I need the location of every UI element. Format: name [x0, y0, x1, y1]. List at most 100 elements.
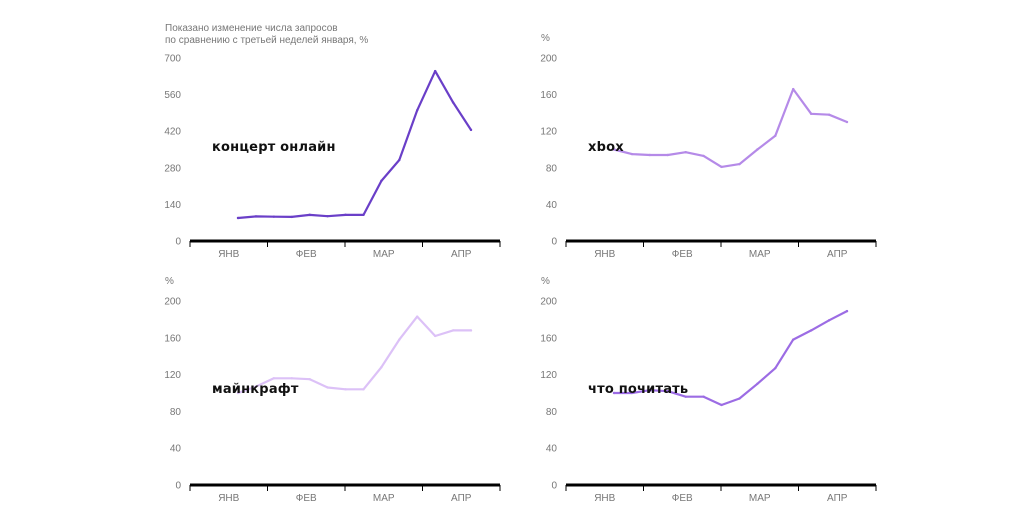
x-tick-label: ЯНВ	[594, 493, 615, 504]
data-point	[809, 112, 813, 116]
y-tick-label: 80	[546, 407, 558, 418]
x-tick-label: АПР	[451, 493, 472, 504]
series-line-mainkraft	[236, 315, 473, 395]
x-tick-label: ФЕВ	[672, 249, 693, 260]
x-tick-label: МАР	[373, 249, 395, 260]
data-point	[827, 113, 831, 116]
y-tick-label: 0	[175, 237, 181, 248]
data-point	[702, 154, 705, 158]
series-line-kontsert-onlain	[236, 69, 473, 220]
y-tick-label: 120	[540, 370, 557, 381]
data-point	[344, 388, 347, 391]
data-point	[845, 309, 849, 313]
chart-xbox: % 0 40 80 120 160 200 ЯНВ ФЕВ МАР АПР xbox	[540, 33, 877, 260]
data-point	[326, 386, 329, 389]
chart-label: концерт онлайн	[212, 140, 336, 155]
data-point	[290, 377, 293, 380]
data-point	[809, 329, 813, 332]
x-tick-label: МАР	[749, 249, 771, 260]
y-unit-label: %	[541, 276, 550, 287]
data-point	[451, 101, 455, 104]
data-point	[272, 377, 276, 380]
data-point	[433, 334, 437, 338]
y-tick-label: 0	[551, 481, 557, 492]
y-tick-label: 40	[546, 444, 558, 455]
data-point	[630, 391, 634, 395]
data-point	[792, 338, 795, 341]
data-point	[290, 215, 293, 219]
x-tick-label: ЯНВ	[218, 249, 239, 260]
x-tick-label: МАР	[373, 493, 395, 504]
data-point	[666, 153, 669, 157]
data-point	[756, 382, 759, 385]
chart-note-line-2: по сравнению с третьей неделей января, %	[165, 35, 368, 46]
data-point	[684, 151, 687, 154]
data-point	[648, 153, 652, 157]
y-tick-label: 280	[164, 163, 181, 174]
data-point	[398, 338, 401, 341]
y-tick-label: 160	[540, 333, 557, 344]
y-tick-label: 40	[546, 200, 558, 211]
data-point	[344, 213, 347, 217]
data-point	[756, 148, 759, 151]
data-point	[684, 395, 687, 398]
x-tick-label: ФЕВ	[296, 249, 317, 260]
y-tick-label: 120	[164, 370, 181, 381]
data-point	[398, 158, 401, 162]
chart-chto-pochitat: % 0 40 80 120 160 200 ЯНВ ФЕВ МАР АПР что почитать	[540, 276, 877, 504]
data-point	[416, 315, 419, 318]
data-point	[469, 329, 473, 332]
y-tick-label: 200	[540, 297, 557, 308]
x-tick-label: ЯНВ	[218, 493, 239, 504]
data-point	[416, 109, 419, 112]
data-point	[648, 389, 652, 392]
chart-kontsert-onlain: 0 140 280 420 560 700 ЯНВ ФЕВ МАР АПР концерт онла…	[164, 54, 501, 260]
data-point	[612, 391, 616, 395]
chart-label: майнкрафт	[212, 382, 299, 397]
data-point	[792, 87, 795, 91]
x-tick-label: ФЕВ	[672, 493, 693, 504]
chart-mainkraft: % 0 40 80 120 160 200 ЯНВ ФЕВ МАР АПР майнкрафт	[164, 276, 501, 504]
y-tick-label: 80	[546, 163, 558, 174]
y-tick-label: 40	[170, 444, 182, 455]
data-point	[827, 319, 831, 322]
x-tick-label: ЯНВ	[594, 249, 615, 260]
y-tick-label: 120	[540, 127, 557, 138]
data-point	[720, 165, 723, 169]
data-point	[774, 366, 777, 370]
data-point	[236, 391, 240, 395]
y-unit-label: %	[541, 33, 550, 44]
x-tick-label: АПР	[451, 249, 472, 260]
data-point	[254, 215, 258, 218]
data-point	[308, 213, 311, 217]
data-point	[451, 329, 455, 332]
data-point	[308, 378, 311, 381]
series-line-xbox	[612, 87, 849, 168]
y-tick-label: 0	[175, 481, 181, 492]
data-point	[720, 403, 723, 407]
y-tick-label: 0	[551, 237, 557, 248]
series-line-chto-pochitat	[612, 310, 849, 407]
data-point	[774, 134, 777, 137]
data-point	[380, 179, 383, 183]
data-point	[362, 213, 365, 217]
data-point	[630, 152, 634, 156]
y-tick-label: 420	[164, 127, 181, 138]
data-point	[469, 128, 473, 132]
data-point	[738, 162, 741, 166]
y-tick-label: 200	[164, 297, 181, 308]
data-point	[738, 397, 741, 400]
y-tick-label: 700	[164, 54, 181, 65]
data-point	[272, 215, 276, 218]
chart-label: xbox	[588, 140, 624, 155]
data-point	[845, 120, 849, 124]
data-point	[362, 388, 365, 391]
data-point	[326, 214, 329, 218]
data-point	[702, 395, 705, 398]
x-tick-label: ФЕВ	[296, 493, 317, 504]
y-unit-label: %	[165, 276, 174, 287]
data-point	[433, 69, 437, 73]
x-tick-label: АПР	[827, 249, 848, 260]
data-point	[380, 366, 383, 369]
